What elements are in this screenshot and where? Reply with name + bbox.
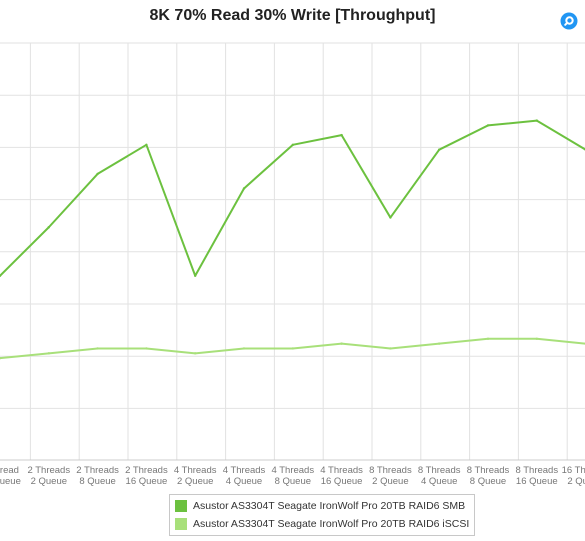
x-tick-label: 8 Threads 8 Queue bbox=[467, 465, 510, 487]
x-tick-label: 2 Threads 8 Queue bbox=[76, 465, 119, 487]
x-tick-label: 8 Threads 16 Queue bbox=[515, 465, 558, 487]
data-point-s0-9 bbox=[438, 148, 441, 151]
data-point-s1-1 bbox=[47, 352, 50, 355]
data-point-s1-8 bbox=[389, 347, 392, 350]
data-point-s0-8 bbox=[389, 216, 392, 219]
x-tick-label: 2 Threads 2 Queue bbox=[27, 465, 70, 487]
data-point-s0-7 bbox=[340, 133, 343, 137]
x-tick-label: 4 Threads 2 Queue bbox=[174, 465, 217, 487]
x-tick-label: 4 Threads 4 Queue bbox=[223, 465, 266, 487]
data-point-s1-11 bbox=[535, 337, 538, 340]
chart-title: 8K 70% Read 30% Write [Throughput] bbox=[149, 7, 436, 24]
data-point-s1-3 bbox=[145, 347, 148, 350]
legend-label-iscsi: Asustor AS3304T Seagate IronWolf Pro 20T… bbox=[193, 518, 470, 530]
data-point-s0-6 bbox=[291, 143, 294, 147]
data-point-s0-11 bbox=[535, 119, 538, 122]
series-line-0 bbox=[0, 119, 585, 277]
x-tick-label: 8 Threads 4 Queue bbox=[418, 465, 461, 487]
data-point-s0-5 bbox=[242, 187, 246, 190]
legend-item-iscsi[interactable]: Asustor AS3304T Seagate IronWolf Pro 20T… bbox=[175, 516, 469, 532]
legend-label-smb: Asustor AS3304T Seagate IronWolf Pro 20T… bbox=[193, 500, 466, 512]
data-point-s0-3 bbox=[145, 143, 148, 147]
data-point-s0-0 bbox=[0, 274, 2, 277]
data-point-s1-6 bbox=[291, 347, 294, 350]
series-line-1 bbox=[0, 337, 585, 360]
x-tick-label: 2 Threads 16 Queue bbox=[125, 465, 168, 487]
data-point-s1-0 bbox=[0, 356, 2, 360]
data-point-s1-5 bbox=[242, 347, 246, 350]
chart-tool-icon[interactable] bbox=[560, 12, 578, 30]
data-point-s1-9 bbox=[438, 342, 441, 345]
data-point-s0-4 bbox=[194, 274, 197, 277]
legend: Asustor AS3304T Seagate IronWolf Pro 20T… bbox=[169, 494, 475, 536]
data-point-s0-2 bbox=[96, 172, 99, 176]
data-point-s0-1 bbox=[47, 226, 50, 229]
x-tick-label: 4 Threads 8 Queue bbox=[271, 465, 314, 487]
legend-item-smb[interactable]: Asustor AS3304T Seagate IronWolf Pro 20T… bbox=[175, 498, 465, 514]
legend-swatch-smb bbox=[175, 500, 187, 512]
data-point-s1-2 bbox=[96, 347, 99, 350]
x-tick-label: 8 Threads 2 Queue bbox=[369, 465, 412, 487]
data-point-s1-4 bbox=[194, 352, 197, 355]
legend-swatch-iscsi bbox=[175, 518, 187, 530]
x-tick-label: 1 Thread16 Queue bbox=[0, 465, 21, 487]
data-point-s1-7 bbox=[340, 342, 343, 345]
data-point-s0-10 bbox=[486, 124, 490, 127]
x-tick-label: 4 Threads 16 Queue bbox=[320, 465, 363, 487]
data-point-s1-10 bbox=[486, 337, 490, 340]
